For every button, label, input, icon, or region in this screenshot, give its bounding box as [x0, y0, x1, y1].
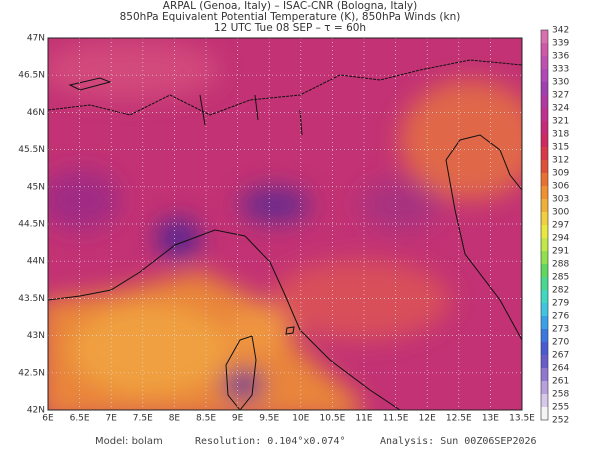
header-line: 850hPa Equivalent Potential Temperature …: [120, 11, 461, 23]
colorbar-label: 309: [552, 169, 569, 179]
colorbar-label: 300: [552, 208, 569, 218]
colorbar-label: 294: [552, 234, 569, 244]
colorbar-label: 312: [552, 156, 569, 166]
colorbar-swatch: [541, 368, 548, 381]
header-line: ARPAL (Genoa, Italy) – ISAC-CNR (Bologna…: [163, 0, 417, 12]
colorbar-label: 333: [552, 65, 569, 75]
x-tick-label: 6E: [42, 414, 54, 424]
colorbar-swatch: [541, 30, 548, 43]
colorbar-label: 252: [552, 416, 569, 426]
colorbar-label: 342: [552, 26, 569, 36]
y-tick-label: 42N: [27, 406, 45, 416]
y-tick-label: 46.5N: [18, 71, 45, 81]
colorbar-swatch: [541, 56, 548, 69]
x-tick-label: 7.5E: [133, 414, 153, 424]
colorbar-label: 327: [552, 91, 569, 101]
colorbar-label: 282: [552, 286, 569, 296]
colorbar-swatch: [541, 199, 548, 212]
colorbar-label: 315: [552, 143, 569, 153]
colorbar-swatch: [541, 43, 548, 56]
y-tick-label: 45.5N: [18, 145, 45, 155]
colorbar-label: 291: [552, 247, 569, 257]
colorbar-label: 270: [552, 338, 569, 348]
colorbar-swatch: [541, 355, 548, 368]
colorbar-swatch: [541, 186, 548, 199]
colorbar-label: 336: [552, 52, 569, 62]
colorbar-label: 276: [552, 312, 569, 322]
colorbar-swatch: [541, 303, 548, 316]
y-tick-label: 42.5N: [18, 368, 45, 378]
x-tick-label: 11.5E: [383, 414, 409, 424]
colorbar-label: 303: [552, 195, 569, 205]
x-tick-label: 13.5E: [509, 414, 535, 424]
colorbar-swatch: [541, 251, 548, 264]
x-tick-label: 8.5E: [196, 414, 216, 424]
colorbar-label: 288: [552, 260, 569, 270]
header-line: 12 UTC Tue 08 SEP – τ = 60h: [214, 22, 366, 34]
y-tick-label: 43N: [27, 331, 45, 341]
map-frame: [47, 37, 523, 411]
colorbar-label: 261: [552, 377, 569, 387]
colorbar-label: 324: [552, 104, 569, 114]
colorbar-swatch: [541, 108, 548, 121]
x-tick-label: 9E: [232, 414, 244, 424]
colorbar-swatch: [541, 121, 548, 134]
colorbar-label: 258: [552, 390, 569, 400]
map-field: [48, 38, 522, 410]
colorbar-label: 255: [552, 403, 569, 413]
y-tick-label: 47N: [27, 34, 45, 44]
colorbar-swatch: [541, 82, 548, 95]
footer-resolution: Resolution: 0.104°x0.074°: [195, 436, 346, 447]
colorbar-swatch: [541, 290, 548, 303]
x-tick-label: 12.5E: [446, 414, 472, 424]
colorbar-label: 264: [552, 364, 569, 374]
colorbar-swatch: [541, 381, 548, 394]
x-tick-label: 11E: [355, 414, 372, 424]
footer-model: Model: bolam: [95, 436, 163, 447]
x-tick-label: 6.5E: [70, 414, 90, 424]
x-tick-label: 12E: [419, 414, 436, 424]
colorbar-swatch: [541, 407, 548, 420]
x-tick-label: 7E: [105, 414, 117, 424]
colorbar-swatch: [541, 264, 548, 277]
y-tick-label: 44N: [27, 257, 45, 267]
x-tick-label: 9.5E: [259, 414, 279, 424]
colorbar-swatch: [541, 173, 548, 186]
colorbar-label: 330: [552, 78, 569, 88]
colorbar-swatch: [541, 329, 548, 342]
colorbar-label: 339: [552, 39, 569, 49]
x-tick-label: 13E: [482, 414, 499, 424]
colorbar-label: 279: [552, 299, 569, 309]
colorbar-label: 297: [552, 221, 569, 231]
colorbar-swatch: [541, 134, 548, 147]
colorbar-swatch: [541, 277, 548, 290]
colorbar-label: 285: [552, 273, 569, 283]
colorbar-swatch: [541, 69, 548, 82]
colorbar-frame: [540, 29, 549, 421]
y-tick-label: 45N: [27, 182, 45, 192]
colorbar-swatch: [541, 316, 548, 329]
x-tick-label: 8E: [169, 414, 181, 424]
y-tick-label: 46N: [27, 108, 45, 118]
x-tick-label: 10E: [292, 414, 309, 424]
colorbar-label: 267: [552, 351, 569, 361]
x-tick-label: 10.5E: [320, 414, 346, 424]
colorbar-label: 318: [552, 130, 569, 140]
colorbar-swatch: [541, 212, 548, 225]
y-tick-label: 43.5N: [18, 294, 45, 304]
colorbar-swatch: [541, 238, 548, 251]
colorbar-swatch: [541, 225, 548, 238]
colorbar-swatch: [541, 95, 548, 108]
colorbar-swatch: [541, 147, 548, 160]
y-tick-label: 44.5N: [18, 220, 45, 230]
colorbar-swatch: [541, 394, 548, 407]
colorbar-label: 321: [552, 117, 569, 127]
colorbar-swatch: [541, 160, 548, 173]
colorbar-label: 273: [552, 325, 569, 335]
footer-analysis: Analysis: Sun 00Z06SEP2026: [380, 436, 537, 447]
colorbar-swatch: [541, 342, 548, 355]
colorbar-label: 306: [552, 182, 569, 192]
